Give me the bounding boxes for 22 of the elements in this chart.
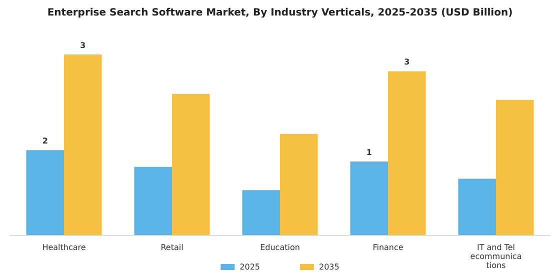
x-tick-label: Healthcare xyxy=(42,243,86,252)
chart-title: Enterprise Search Software Market, By Industry Verticals, 2025-2035 (USD Billion) xyxy=(47,8,513,18)
bar xyxy=(496,100,534,235)
bar xyxy=(134,166,172,235)
data-label: 3 xyxy=(80,40,86,50)
data-label: 2 xyxy=(42,136,48,146)
bar xyxy=(242,190,280,235)
bar xyxy=(350,161,388,235)
data-label: 3 xyxy=(404,58,410,67)
bar xyxy=(26,150,64,235)
bar xyxy=(388,71,426,235)
x-tick-label: Retail xyxy=(160,243,184,252)
bar xyxy=(64,54,102,235)
data-label: 1 xyxy=(366,148,372,157)
bar xyxy=(172,94,210,235)
legend-label: 2035 xyxy=(319,262,340,272)
legend-label: 2025 xyxy=(240,262,260,272)
x-tick-label: Finance xyxy=(372,243,404,252)
x-tick-label: IT and Telecommunications xyxy=(470,243,522,270)
bar xyxy=(280,134,318,235)
bar xyxy=(458,178,496,235)
x-tick-label: Education xyxy=(260,243,300,252)
